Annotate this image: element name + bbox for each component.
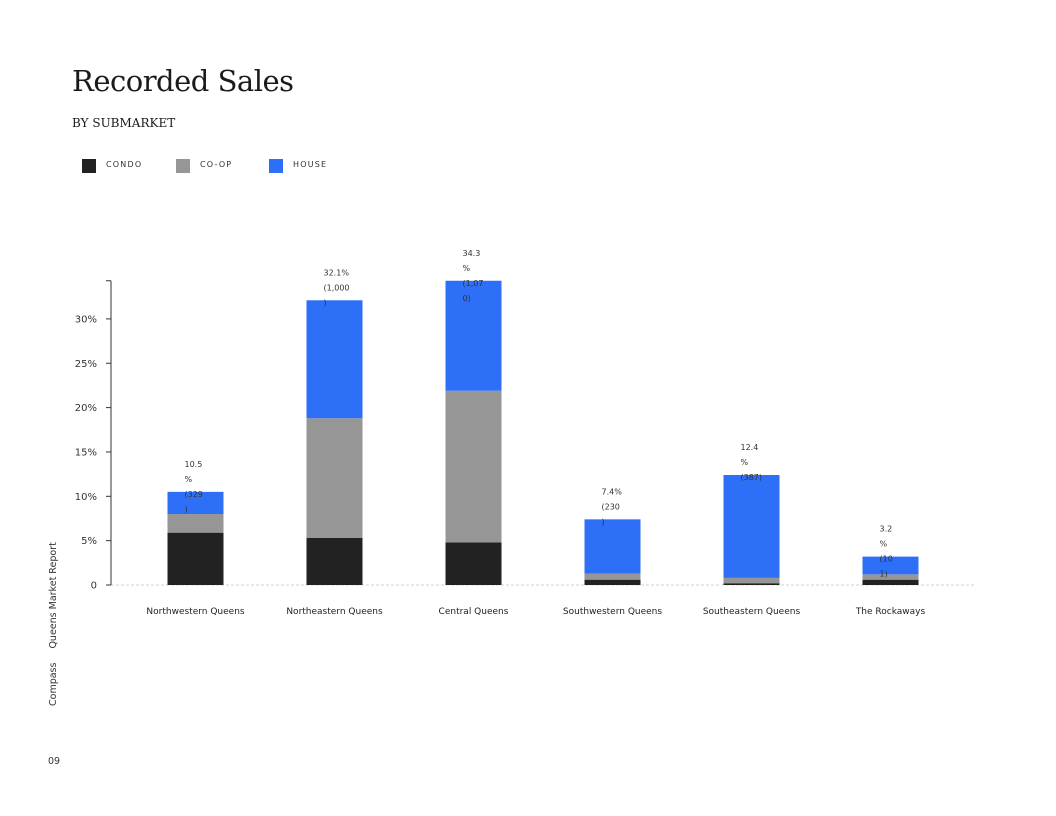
x-category-label: Southeastern Queens	[703, 607, 801, 617]
page-number: 09	[48, 756, 61, 767]
bar-data-label: %	[880, 540, 888, 549]
bar-segment-house	[862, 556, 919, 575]
bar-data-label: (329	[185, 490, 203, 499]
x-category-label: Southwestern Queens	[563, 607, 662, 617]
bar-data-label: )	[324, 298, 327, 307]
bar-data-label: 0)	[463, 294, 471, 303]
bar-segment-coop	[723, 577, 780, 584]
legend-label-coop: CO-OP	[200, 160, 233, 169]
bar-segment-house	[167, 491, 224, 515]
y-tick-label: 25%	[75, 359, 97, 370]
legend-label-condo: CONDO	[106, 160, 143, 169]
bar-data-label: 34.3	[463, 249, 481, 258]
y-tick-label: 10%	[75, 492, 97, 503]
bar-data-label: %	[741, 458, 749, 467]
bar-data-label: )	[602, 517, 605, 526]
bar-segment-condo	[723, 583, 780, 585]
bar-data-label: %	[463, 264, 471, 273]
bar-segment-condo	[306, 537, 363, 585]
bar-data-label: (230	[602, 502, 620, 511]
legend-swatch-condo	[82, 159, 96, 173]
bar-data-label: 3.2	[880, 525, 893, 534]
bar-data-label: 7.4%	[602, 487, 623, 496]
bar-data-label: 32.1%	[324, 268, 350, 277]
legend-swatch-house	[269, 159, 283, 173]
legend-swatch-coop	[176, 159, 190, 173]
bar-data-label: 10.5	[185, 460, 203, 469]
x-category-label: Central Queens	[439, 607, 509, 617]
bar-segment-condo	[445, 542, 502, 585]
bar-data-label: (1,000	[324, 283, 350, 292]
bar-segment-condo	[862, 579, 919, 585]
footer-report-name: Queens Market Report	[48, 542, 59, 649]
bar-data-label: (10	[880, 555, 893, 564]
legend-label-house: HOUSE	[293, 160, 328, 169]
footer-side-label: Compass Queens Market Report	[48, 542, 59, 706]
y-tick-label: 0	[91, 581, 97, 592]
footer-brand: Compass	[48, 662, 59, 706]
bar-segment-house	[445, 280, 502, 391]
bar-segment-coop	[584, 573, 641, 580]
x-category-label: Northwestern Queens	[146, 607, 244, 617]
bar-segment-house	[723, 475, 780, 578]
bar-segment-house	[306, 300, 363, 419]
bar-segment-coop	[445, 390, 502, 543]
bar-data-label: 12.4	[741, 443, 759, 452]
bar-segment-house	[584, 519, 641, 574]
bar-data-label: %	[185, 475, 193, 484]
bar-segment-condo	[167, 532, 224, 585]
bar-data-label: )	[185, 505, 188, 514]
bar-data-label: (1,07	[463, 279, 484, 288]
y-tick-label: 20%	[75, 403, 97, 414]
bar-segment-coop	[306, 418, 363, 538]
x-category-label: Northeastern Queens	[286, 607, 383, 617]
bar-segment-coop	[167, 514, 224, 533]
y-tick-label: 15%	[75, 447, 97, 458]
y-tick-label: 30%	[75, 314, 97, 325]
bar-segment-condo	[584, 579, 641, 585]
bar-data-label: 1)	[880, 570, 888, 579]
page-title: Recorded Sales	[72, 64, 294, 98]
x-category-label: The Rockaways	[855, 607, 926, 617]
page-subtitle: BY SUBMARKET	[72, 116, 176, 130]
bar-segment-coop	[862, 574, 919, 580]
bar-data-label: (387)	[741, 473, 763, 482]
y-tick-label: 5%	[81, 536, 97, 547]
